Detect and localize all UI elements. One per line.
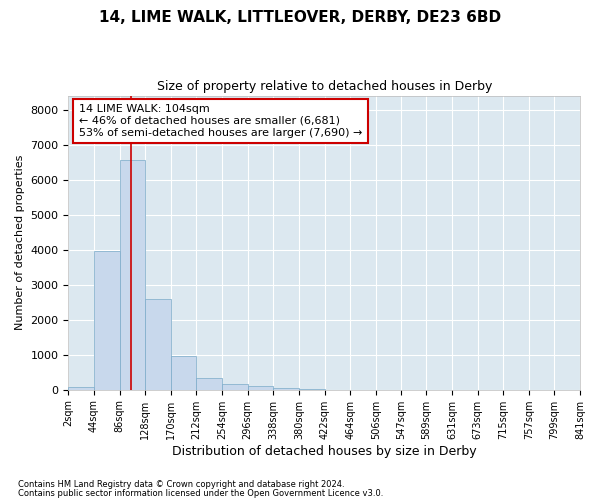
X-axis label: Distribution of detached houses by size in Derby: Distribution of detached houses by size …	[172, 444, 476, 458]
Text: 14, LIME WALK, LITTLEOVER, DERBY, DE23 6BD: 14, LIME WALK, LITTLEOVER, DERBY, DE23 6…	[99, 10, 501, 25]
Bar	[94, 252, 119, 390]
Text: Contains HM Land Registry data © Crown copyright and database right 2024.: Contains HM Land Registry data © Crown c…	[18, 480, 344, 489]
Bar	[196, 378, 222, 390]
Text: 14 LIME WALK: 104sqm
← 46% of detached houses are smaller (6,681)
53% of semi-de: 14 LIME WALK: 104sqm ← 46% of detached h…	[79, 104, 362, 138]
Bar	[273, 388, 299, 390]
Bar	[248, 386, 273, 390]
Title: Size of property relative to detached houses in Derby: Size of property relative to detached ho…	[157, 80, 492, 93]
Text: Contains public sector information licensed under the Open Government Licence v3: Contains public sector information licen…	[18, 488, 383, 498]
Bar	[222, 384, 248, 390]
Bar	[119, 160, 145, 390]
Y-axis label: Number of detached properties: Number of detached properties	[15, 155, 25, 330]
Bar	[171, 356, 196, 390]
Bar	[145, 298, 171, 390]
Bar	[68, 388, 94, 390]
